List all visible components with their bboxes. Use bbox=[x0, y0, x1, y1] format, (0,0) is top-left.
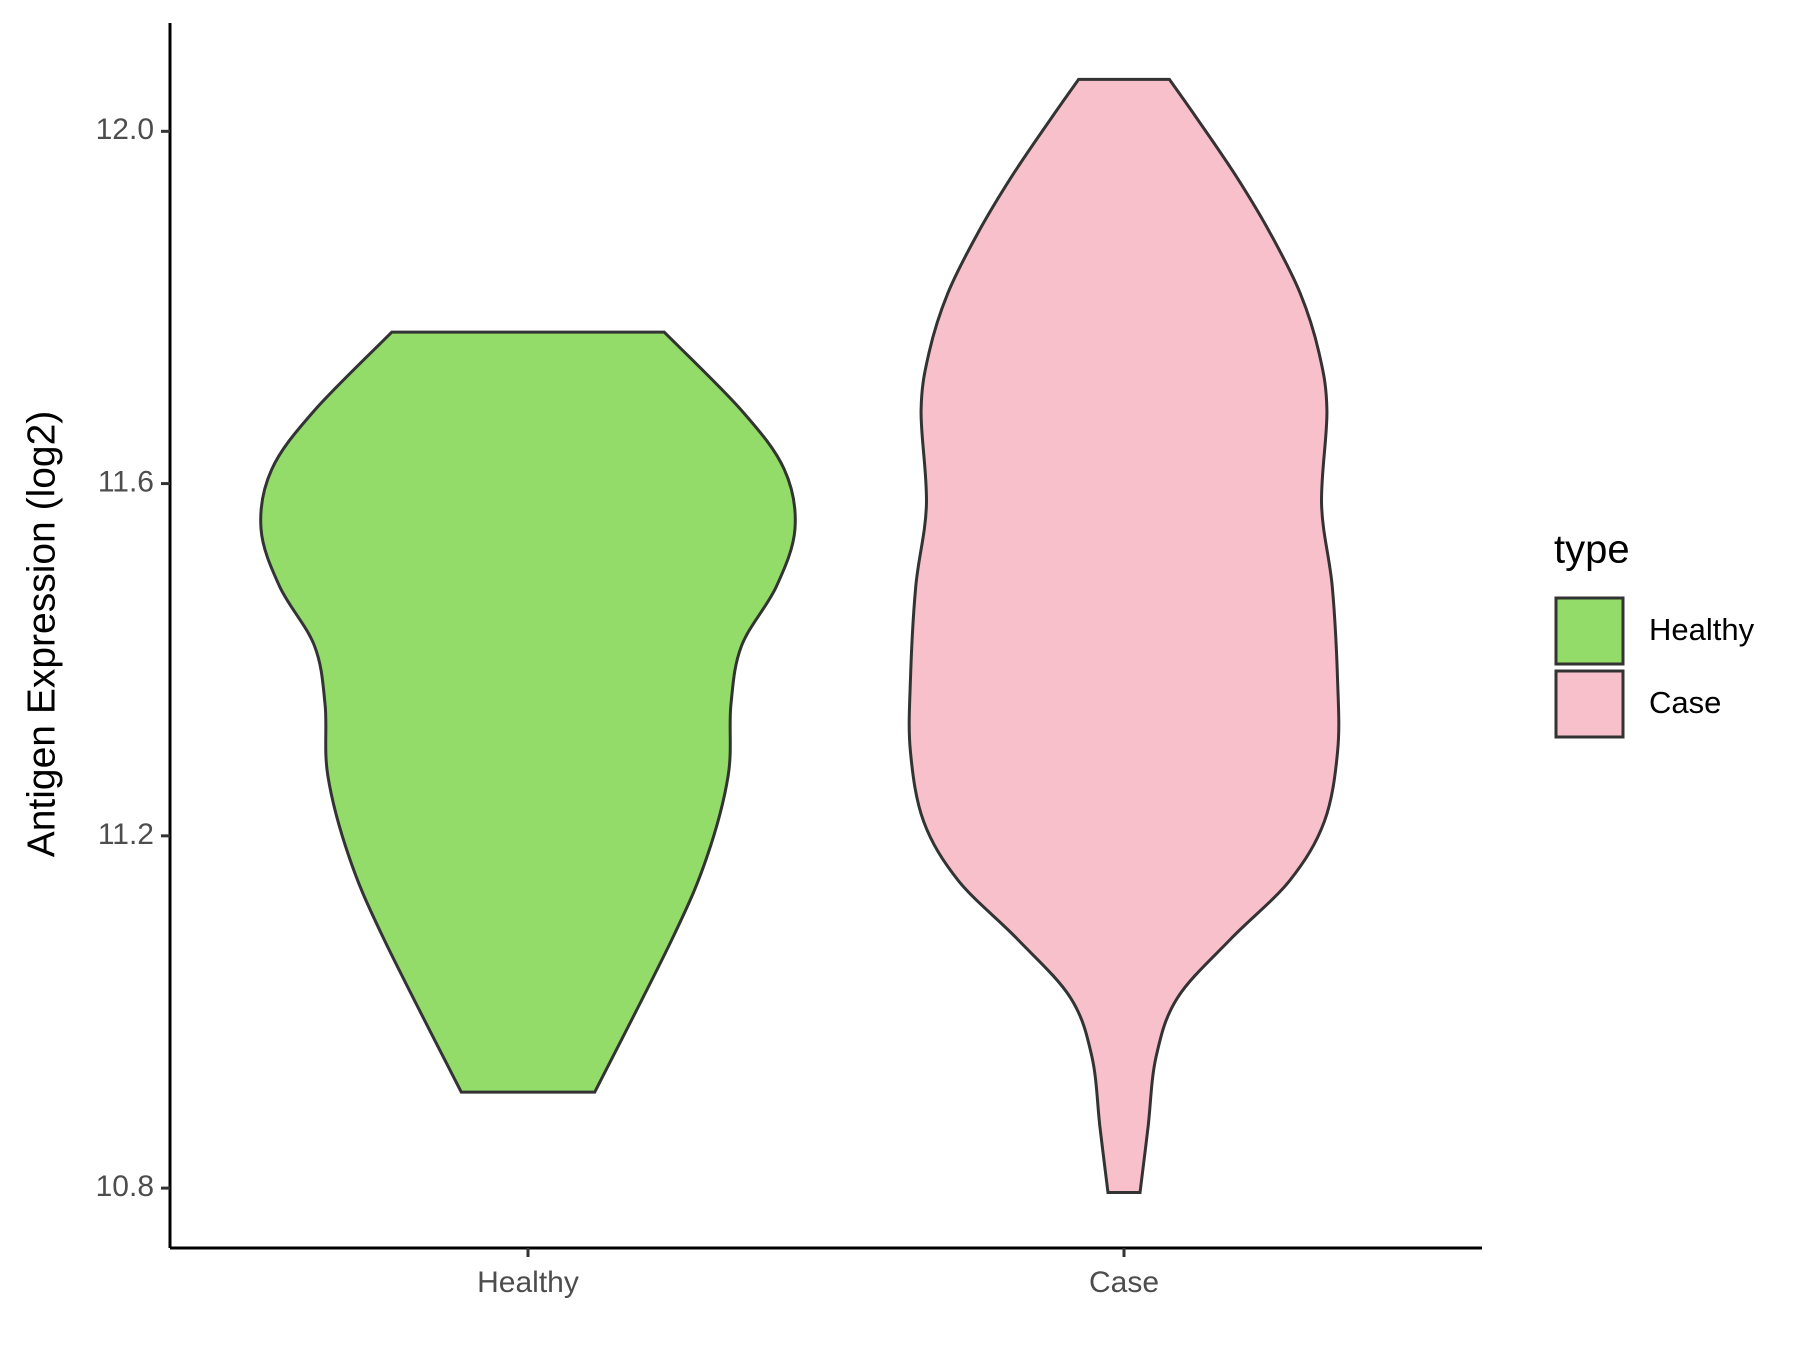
violin bbox=[907, 77, 1341, 1195]
x-tick-label: Case bbox=[1089, 1266, 1159, 1299]
x-tick-label: Healthy bbox=[477, 1266, 579, 1299]
y-tick-label: 11.6 bbox=[98, 466, 154, 499]
y-tick-label: 12.0 bbox=[96, 113, 154, 146]
legend-label: Healthy bbox=[1649, 612, 1755, 647]
y-tick-label: 11.2 bbox=[98, 818, 154, 851]
y-axis-title: Antigen Expression (log2) bbox=[20, 411, 63, 858]
legend-label: Case bbox=[1649, 685, 1721, 720]
y-tick-label: 10.8 bbox=[96, 1170, 154, 1203]
violin bbox=[259, 330, 797, 1094]
legend-key bbox=[1554, 596, 1625, 666]
legend-title: type bbox=[1554, 528, 1630, 572]
legend-key bbox=[1554, 669, 1625, 739]
